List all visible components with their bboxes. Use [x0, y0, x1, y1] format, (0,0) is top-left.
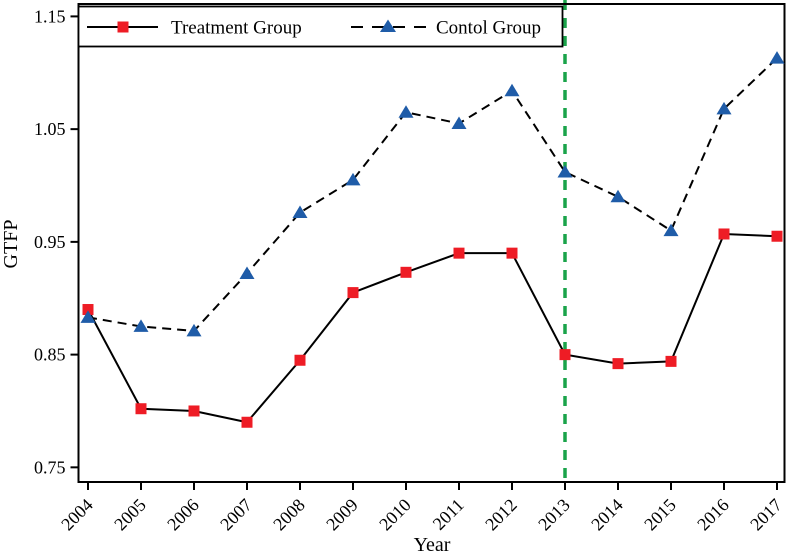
plot-frame: [77, 3, 786, 483]
x-tick-label: 2016: [693, 495, 733, 535]
data-point-square-2006: [188, 405, 200, 417]
data-point-triangle-2010: [398, 105, 414, 118]
data-point-triangle-2012: [504, 83, 520, 97]
y-tick-label: 0.75: [34, 457, 66, 477]
legend-square-marker-icon: [117, 21, 129, 33]
x-tick-label: 2010: [375, 495, 415, 535]
data-point-square-2012: [506, 247, 518, 259]
data-point-triangle-2013: [557, 164, 573, 178]
data-point-triangle-2006: [186, 323, 202, 337]
y-axis-title: GTFP: [0, 220, 22, 269]
data-point-square-2009: [347, 287, 359, 299]
x-tick-label: 2009: [322, 495, 362, 535]
legend-triangle-marker-icon: [380, 19, 396, 32]
x-axis-title: Year: [414, 534, 451, 556]
x-tick-label: 2006: [163, 495, 203, 535]
legend-label-control: Contol Group: [436, 18, 541, 39]
data-point-triangle-2017: [769, 51, 785, 64]
x-tick-label: 2017: [746, 495, 786, 535]
y-tick-label: 0.85: [34, 345, 66, 365]
data-point-square-2011: [453, 247, 465, 259]
data-point-triangle-2011: [451, 116, 467, 129]
data-point-square-2014: [612, 358, 624, 370]
x-tick-label: 2015: [640, 495, 680, 535]
data-point-square-2008: [294, 354, 306, 366]
series-group: [80, 51, 785, 428]
x-tick-label: 2005: [110, 495, 150, 535]
data-point-square-2005: [135, 403, 147, 415]
plot-frame-group: [77, 3, 786, 483]
data-point-triangle-2008: [292, 205, 308, 219]
legend-box: [77, 5, 564, 48]
legend: Treatment Group Contol Group: [77, 5, 564, 48]
y-tick-label: 0.95: [34, 232, 66, 252]
data-point-triangle-2016: [716, 101, 732, 115]
y-axis: 0.75 0.85 0.95 1.05 1.15: [34, 6, 79, 477]
data-point-square-2013: [559, 349, 571, 361]
y-tick-label: 1.05: [34, 119, 66, 139]
data-point-square-2007: [241, 416, 253, 428]
data-point-triangle-2015: [663, 223, 679, 237]
x-tick-label: 2012: [481, 495, 521, 535]
y-tick-label: 1.15: [34, 6, 66, 26]
series-line-contol-group: [87, 57, 778, 332]
data-point-square-2017: [771, 230, 783, 242]
data-point-square-2010: [400, 266, 412, 278]
data-point-square-2015: [665, 355, 677, 367]
series-line-treatment-group: [87, 232, 778, 424]
data-point-triangle-2005: [133, 319, 149, 332]
data-point-triangle-2009: [345, 172, 361, 186]
x-tick-label: 2007: [216, 495, 256, 535]
data-point-triangle-2014: [610, 189, 626, 203]
x-axis: 2004 2005 2006 2007 2008 2009 2010 2011 2012 2013…: [57, 482, 786, 534]
legend-label-treatment: Treatment Group: [171, 18, 302, 39]
data-point-triangle-2007: [239, 266, 255, 279]
x-tick-label: 2008: [269, 495, 309, 535]
data-point-square-2016: [718, 228, 730, 240]
data-point-square-2004: [82, 304, 94, 316]
x-tick-label: 2013: [534, 495, 574, 535]
x-tick-label: 2014: [587, 495, 627, 535]
data-point-triangle-2004: [80, 310, 96, 323]
x-tick-label: 2011: [429, 495, 468, 534]
x-tick-label: 2004: [57, 495, 97, 535]
